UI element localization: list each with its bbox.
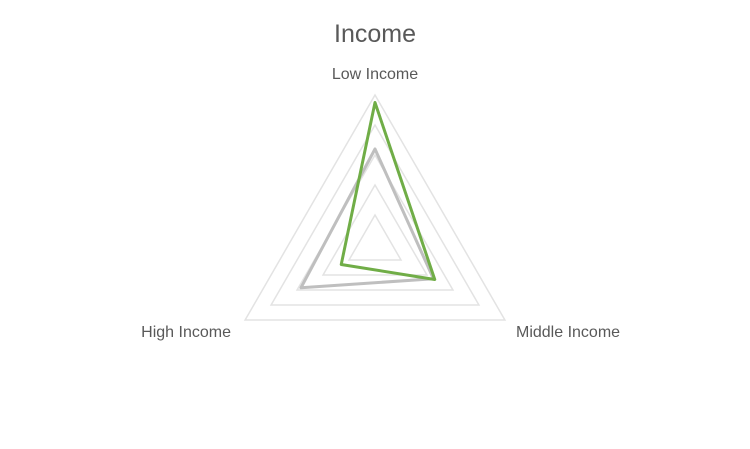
axis-label-low-income: Low Income	[331, 66, 419, 83]
series-1-line	[299, 147, 435, 290]
series-2-line	[339, 101, 437, 281]
grid-ring-1	[347, 213, 403, 261]
chart-title: Income	[334, 20, 416, 48]
grid-ring-4	[269, 123, 481, 306]
axis-label-middle-income: Middle Income	[516, 324, 621, 341]
axis-label-high-income: High Income	[141, 324, 231, 341]
grid-ring-5	[243, 93, 507, 321]
